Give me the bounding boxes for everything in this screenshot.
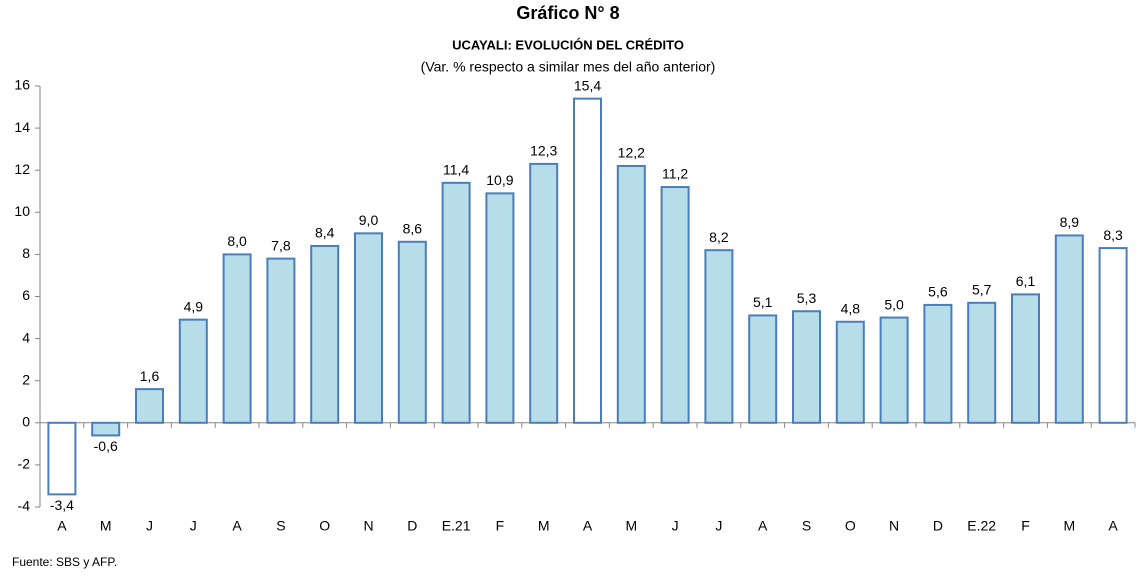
value-label: 5,3: [797, 290, 817, 306]
bar: [923, 303, 953, 424]
chart-title: Gráfico N° 8: [516, 3, 619, 23]
value-label: 1,6: [140, 368, 160, 384]
bar: [879, 316, 909, 424]
x-tick-label: N: [363, 518, 373, 534]
value-label: 12,2: [618, 145, 645, 161]
value-label: 11,4: [443, 162, 469, 178]
source: Fuente: SBS y AFP.: [12, 555, 117, 569]
x-tick-label: A: [583, 518, 593, 534]
value-label: 8,9: [1060, 214, 1080, 230]
x-tick-label: O: [845, 518, 856, 534]
value-label: 7,8: [271, 237, 291, 253]
y-tick-label: 10: [14, 203, 30, 219]
value-label: 8,4: [315, 225, 335, 241]
x-tick-label: F: [496, 518, 505, 534]
value-label: 5,6: [928, 284, 948, 300]
value-label: 9,0: [359, 212, 379, 228]
bar: [748, 314, 778, 424]
x-tick-label: S: [802, 518, 811, 534]
x-tick-label: M: [100, 518, 112, 534]
y-tick-label: 0: [22, 414, 30, 430]
x-tick-label: A: [1108, 518, 1118, 534]
value-label: 6,1: [1016, 273, 1036, 289]
bar: [1054, 234, 1084, 424]
value-label: 10,9: [486, 172, 513, 188]
value-label: 8,6: [403, 220, 423, 236]
bar: [616, 164, 646, 424]
bar: [310, 244, 340, 424]
bar: [1098, 247, 1128, 424]
x-tick-label: M: [1063, 518, 1075, 534]
x-tick-label: M: [538, 518, 550, 534]
x-tick-label: J: [672, 518, 679, 534]
bar: [485, 192, 515, 424]
chart-note: (Var. % respecto a similar mes del año a…: [421, 59, 716, 75]
x-tick-label: S: [276, 518, 285, 534]
bar: [835, 320, 865, 424]
value-label: 5,1: [753, 294, 773, 310]
bar: [266, 257, 296, 424]
x-tick-label: J: [715, 518, 722, 534]
value-label: 11,2: [662, 166, 688, 182]
bar: [354, 232, 383, 424]
bar: [47, 421, 77, 496]
x-tick-label: F: [1021, 518, 1030, 534]
x-tick-label: D: [407, 518, 417, 534]
value-label: 4,8: [841, 300, 861, 316]
value-label: 15,4: [574, 77, 601, 93]
bar: [529, 162, 559, 424]
bar: [573, 97, 602, 424]
x-tick-label: J: [146, 518, 153, 534]
y-tick-label: 8: [22, 245, 30, 261]
value-label: 5,0: [884, 296, 904, 312]
x-tick-label: E.22: [967, 518, 996, 534]
value-label: 8,0: [227, 233, 247, 249]
y-tick-label: 6: [22, 287, 30, 303]
bar: [967, 301, 997, 424]
value-label: 4,9: [184, 298, 204, 314]
value-label: 8,3: [1103, 227, 1123, 243]
y-tick-label: -2: [18, 456, 31, 472]
x-tick-label: D: [933, 518, 943, 534]
x-tick-label: O: [319, 518, 330, 534]
value-label: -3,4: [50, 497, 74, 513]
y-tick-label: -4: [18, 498, 31, 514]
value-label: 12,3: [530, 143, 557, 159]
y-tick-label: 12: [14, 161, 30, 177]
bar: [660, 186, 690, 424]
bar: [1011, 293, 1040, 424]
bar: [397, 240, 427, 424]
bar: [135, 388, 164, 424]
chart-subtitle: UCAYALI: EVOLUCIÓN DEL CRÉDITO: [452, 37, 684, 52]
x-tick-label: E.21: [442, 518, 471, 534]
bar: [178, 318, 208, 424]
value-label: 5,7: [972, 282, 992, 298]
x-tick-label: N: [889, 518, 899, 534]
y-tick-label: 2: [22, 371, 30, 387]
x-tick-label: M: [625, 518, 637, 534]
x-tick-label: A: [57, 518, 67, 534]
value-label: 8,2: [709, 229, 729, 245]
x-tick-label: J: [190, 518, 197, 534]
bar: [91, 421, 121, 437]
value-label: -0,6: [94, 438, 118, 454]
bar: [441, 181, 471, 424]
bar: [792, 310, 821, 424]
bar: [704, 249, 734, 424]
x-tick-label: A: [758, 518, 768, 534]
x-tick-label: A: [232, 518, 242, 534]
y-tick-label: 14: [14, 119, 30, 135]
bar: [222, 253, 252, 424]
y-tick-label: 4: [22, 329, 30, 345]
y-tick-label: 16: [14, 77, 30, 93]
